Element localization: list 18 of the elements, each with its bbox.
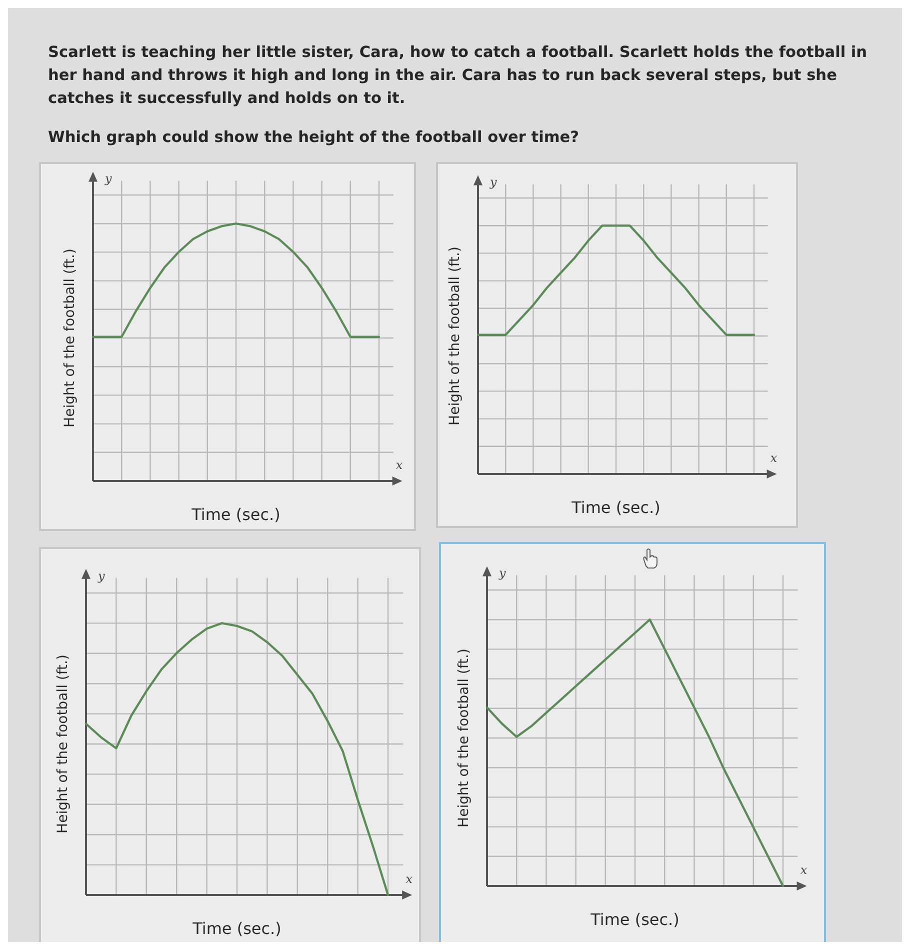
y-axis-title: Height of the football (ft.) [447, 246, 463, 426]
text: y [489, 175, 497, 190]
x-axis-title: Time (sec.) [192, 919, 282, 938]
y-axis-title: Height of the football (ft.) [62, 248, 78, 428]
x-axis-title: Time (sec.) [570, 498, 660, 517]
x-axis-title: Time (sec.) [190, 505, 280, 524]
y-axis-title: Height of the football (ft.) [55, 654, 71, 834]
text: y [97, 568, 105, 583]
text: x [770, 451, 778, 465]
text: y [498, 566, 506, 580]
text: x [396, 458, 403, 472]
text: x [406, 872, 413, 886]
chart-subtitle: Which graph could show the height of the football over time? [48, 127, 580, 148]
text: Scarlett is teaching her little sister, Cara, how to catch a football. Scarlett holds the football in her hand and throws it high and long in the air. Cara has to run back several steps, but she catches it successfully and holds on to it. [48, 42, 868, 109]
y-axis-title: Height of the football (ft.) [456, 648, 472, 828]
x-axis-title: Time (sec.) [590, 910, 680, 929]
text: x [800, 863, 808, 877]
text: y [104, 172, 112, 186]
